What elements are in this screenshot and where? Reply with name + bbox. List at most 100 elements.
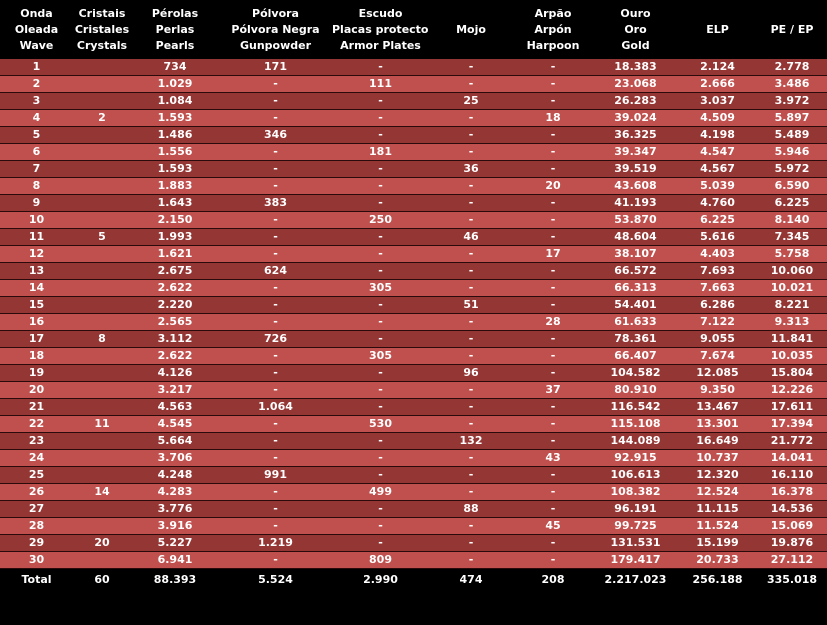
cell-gold: 131.531	[593, 534, 678, 552]
header-row: Onda Oleada Wave Cristais Cristales Crystals…	[0, 0, 827, 59]
cell-pe-ep: 14.041	[757, 449, 827, 467]
cell-harpoon: 43	[513, 449, 593, 467]
wave-rewards-table: Onda Oleada Wave Cristais Cristales Crystals…	[0, 0, 827, 589]
cell-elp: 7.122	[678, 313, 757, 331]
table-row: 29 20 5.227 1.219- - -131.531 15.199 19.876	[0, 534, 827, 552]
table-row: 14 2.622-305- -66.313 7.663 10.021	[0, 279, 827, 297]
cell-armor-plates: -	[332, 364, 429, 382]
cell-harpoon: 37	[513, 381, 593, 399]
table-row: 22 11 4.545-530- -115.108 13.301 17.394	[0, 415, 827, 433]
cell-harpoon: -	[513, 330, 593, 348]
cell-elp: 10.737	[678, 449, 757, 467]
table-row: 7 1.593- -36-39.519 4.567 5.972	[0, 160, 827, 178]
total-pe-ep: 335.018	[757, 568, 827, 589]
cell-crystals	[73, 194, 131, 212]
cell-gunpowder: -	[219, 313, 332, 331]
cell-pearls: 3.916	[131, 517, 219, 535]
cell-gunpowder: 346	[219, 126, 332, 144]
cell-harpoon: -	[513, 126, 593, 144]
cell-wave: 27	[0, 500, 73, 518]
cell-mojo: 51	[429, 296, 513, 314]
cell-gold: 39.347	[593, 143, 678, 161]
total-label: Total	[0, 568, 73, 589]
cell-pe-ep: 5.489	[757, 126, 827, 144]
cell-gold: 66.572	[593, 262, 678, 280]
cell-wave: 2	[0, 75, 73, 93]
cell-pearls: 4.563	[131, 398, 219, 416]
cell-pe-ep: 16.110	[757, 466, 827, 484]
header-wave: Onda Oleada Wave	[0, 0, 73, 59]
cell-gold: 36.325	[593, 126, 678, 144]
cell-gunpowder: -	[219, 347, 332, 365]
cell-crystals	[73, 59, 131, 76]
cell-gold: 179.417	[593, 551, 678, 569]
cell-wave: 11	[0, 228, 73, 246]
cell-armor-plates: 305	[332, 347, 429, 365]
cell-pearls: 1.643	[131, 194, 219, 212]
cell-pe-ep: 8.221	[757, 296, 827, 314]
cell-armor-plates: -	[332, 126, 429, 144]
cell-pe-ep: 10.060	[757, 262, 827, 280]
header-pearls: Pérolas Perlas Pearls	[131, 0, 219, 59]
cell-elp: 4.198	[678, 126, 757, 144]
cell-armor-plates: 250	[332, 211, 429, 229]
cell-gold: 53.870	[593, 211, 678, 229]
cell-armor-plates: -	[332, 177, 429, 195]
cell-pe-ep: 11.841	[757, 330, 827, 348]
cell-gunpowder: -	[219, 483, 332, 501]
cell-gold: 96.191	[593, 500, 678, 518]
cell-pe-ep: 15.069	[757, 517, 827, 535]
cell-crystals: 11	[73, 415, 131, 433]
cell-wave: 9	[0, 194, 73, 212]
header-gold: Ouro Oro Gold	[593, 0, 678, 59]
cell-elp: 12.524	[678, 483, 757, 501]
cell-armor-plates: -	[332, 517, 429, 535]
header-harpoon: Arpão Arpón Harpoon	[513, 0, 593, 59]
cell-pe-ep: 8.140	[757, 211, 827, 229]
cell-elp: 6.225	[678, 211, 757, 229]
table-row: 5 1.486 346- - -36.325 4.198 5.489	[0, 126, 827, 144]
total-harpoon: 208	[513, 568, 593, 589]
cell-crystals	[73, 466, 131, 484]
cell-mojo: -	[429, 313, 513, 331]
cell-gunpowder: -	[219, 551, 332, 569]
cell-elp: 16.649	[678, 432, 757, 450]
cell-wave: 18	[0, 347, 73, 365]
cell-gunpowder: -	[219, 432, 332, 450]
cell-elp: 11.115	[678, 500, 757, 518]
cell-armor-plates: -	[332, 194, 429, 212]
cell-harpoon: -	[513, 466, 593, 484]
cell-pearls: 1.486	[131, 126, 219, 144]
cell-armor-plates: -	[332, 245, 429, 263]
table-row: 1 734 171- - -18.383 2.124 2.778	[0, 59, 827, 76]
cell-harpoon: -	[513, 551, 593, 569]
cell-harpoon: -	[513, 143, 593, 161]
cell-pe-ep: 14.536	[757, 500, 827, 518]
cell-armor-plates: -	[332, 313, 429, 331]
cell-mojo: -	[429, 449, 513, 467]
header-gunpowder: Pólvora Pólvora Negra Gunpowder	[219, 0, 332, 59]
cell-gunpowder: 1.064	[219, 398, 332, 416]
cell-mojo: -	[429, 262, 513, 280]
cell-harpoon: -	[513, 279, 593, 297]
cell-harpoon: -	[513, 415, 593, 433]
cell-gold: 92.915	[593, 449, 678, 467]
cell-crystals	[73, 143, 131, 161]
total-gold: 2.217.023	[593, 568, 678, 589]
cell-gunpowder: -	[219, 143, 332, 161]
cell-harpoon: 17	[513, 245, 593, 263]
cell-gunpowder: -	[219, 517, 332, 535]
cell-gold: 38.107	[593, 245, 678, 263]
cell-armor-plates: -	[332, 109, 429, 127]
cell-mojo: -	[429, 483, 513, 501]
cell-harpoon: -	[513, 296, 593, 314]
table-row: 25 4.248 991- - -106.613 12.320 16.110	[0, 466, 827, 484]
cell-wave: 8	[0, 177, 73, 195]
table-row: 19 4.126- -96-104.582 12.085 15.804	[0, 364, 827, 382]
cell-harpoon: -	[513, 534, 593, 552]
cell-crystals	[73, 177, 131, 195]
cell-gunpowder: -	[219, 177, 332, 195]
cell-elp: 5.616	[678, 228, 757, 246]
cell-mojo: -	[429, 194, 513, 212]
cell-pearls: 2.622	[131, 279, 219, 297]
